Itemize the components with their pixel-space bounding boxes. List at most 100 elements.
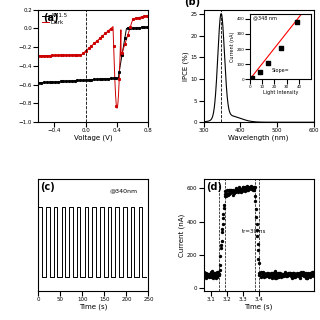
Point	[281, 273, 286, 278]
Point	[257, 271, 262, 276]
Point	[255, 234, 260, 239]
Point	[234, 187, 239, 192]
Point	[285, 272, 290, 277]
Point	[216, 271, 221, 276]
Point	[220, 221, 225, 227]
Y-axis label: IPCE (%): IPCE (%)	[182, 51, 189, 81]
Dark	[36, 54, 40, 58]
Point	[283, 272, 288, 277]
Point	[235, 188, 240, 193]
AM1.5	[147, 25, 150, 29]
Point	[303, 276, 308, 281]
Point	[309, 273, 314, 278]
Point	[310, 269, 315, 274]
Point	[267, 273, 272, 278]
Point	[294, 272, 299, 277]
Point	[305, 272, 310, 277]
Point	[256, 261, 261, 266]
Point	[241, 184, 246, 189]
Point	[284, 272, 289, 277]
Point	[212, 273, 217, 278]
Dark	[65, 53, 68, 57]
Point	[278, 274, 284, 279]
Point	[291, 274, 296, 279]
Text: (d): (d)	[206, 182, 222, 192]
Point	[206, 273, 211, 278]
Point	[279, 273, 284, 278]
Point	[224, 191, 229, 196]
Point	[311, 269, 316, 275]
Point	[296, 271, 301, 276]
Point	[268, 272, 273, 277]
Point	[307, 274, 312, 279]
Point	[307, 271, 312, 276]
Point	[275, 275, 280, 280]
Point	[216, 272, 221, 277]
Point	[201, 269, 206, 274]
Point	[229, 188, 235, 193]
Point	[294, 271, 299, 276]
Point	[275, 275, 280, 280]
Point	[279, 273, 284, 278]
Point	[255, 248, 260, 253]
Point	[288, 270, 293, 275]
Point	[222, 191, 228, 196]
Point	[232, 190, 237, 195]
AM1.5	[119, 57, 123, 61]
Point	[228, 187, 233, 192]
Point	[276, 271, 282, 276]
Point	[261, 271, 267, 276]
Point	[299, 272, 304, 277]
Point	[307, 274, 312, 279]
Point	[283, 272, 288, 277]
Point	[274, 271, 279, 276]
Point	[295, 270, 300, 276]
Point	[240, 187, 245, 192]
Point	[214, 273, 219, 278]
Point	[268, 270, 274, 275]
Point	[292, 273, 297, 278]
Point	[297, 275, 302, 280]
Point	[258, 270, 263, 276]
Point	[258, 269, 263, 274]
Point	[210, 275, 215, 280]
Point	[287, 272, 292, 277]
Point	[231, 190, 236, 196]
Point	[264, 272, 269, 277]
Point	[204, 271, 209, 276]
Point	[247, 185, 252, 190]
Point	[201, 273, 206, 278]
Point	[272, 273, 277, 278]
Point	[279, 271, 284, 276]
Point	[262, 270, 267, 275]
Point	[205, 271, 211, 276]
Point	[284, 271, 289, 276]
Point	[209, 272, 214, 277]
Point	[269, 274, 275, 279]
Point	[278, 272, 283, 277]
Point	[289, 272, 294, 277]
Point	[274, 270, 279, 276]
Point	[208, 272, 213, 277]
Point	[248, 185, 253, 190]
X-axis label: Time (s): Time (s)	[79, 304, 108, 310]
Point	[227, 190, 232, 196]
Point	[209, 273, 214, 278]
Point	[218, 245, 223, 250]
Point	[245, 183, 250, 188]
Legend: AM1.5, Dark: AM1.5, Dark	[41, 12, 69, 26]
Point	[205, 273, 210, 278]
Point	[302, 271, 307, 276]
Point	[244, 186, 249, 191]
Point	[240, 185, 245, 190]
Point	[268, 271, 273, 276]
Point	[280, 271, 285, 276]
Point	[244, 187, 250, 192]
Point	[284, 273, 290, 278]
Point	[212, 270, 218, 276]
Point	[230, 188, 236, 193]
Point	[257, 272, 262, 277]
Point	[304, 273, 309, 278]
Point	[228, 187, 233, 192]
Point	[253, 207, 258, 212]
